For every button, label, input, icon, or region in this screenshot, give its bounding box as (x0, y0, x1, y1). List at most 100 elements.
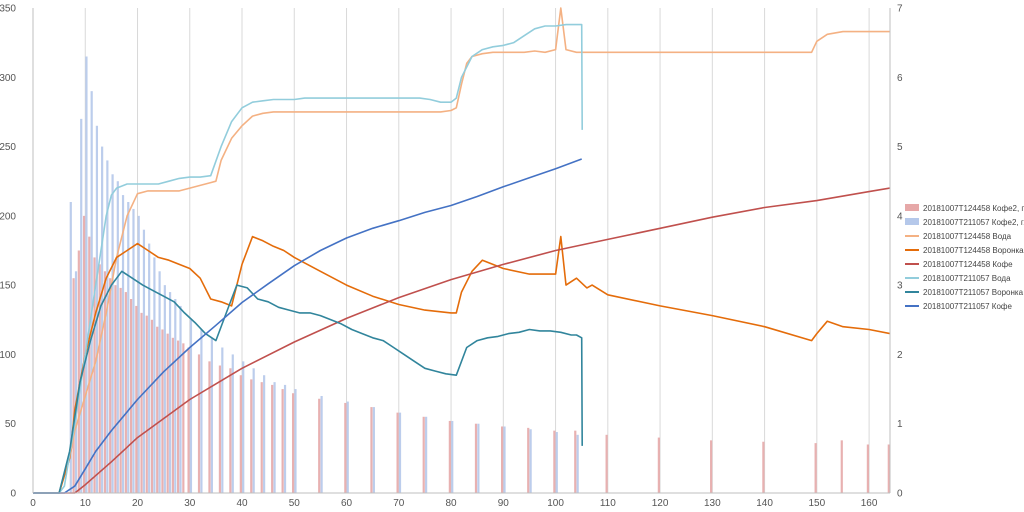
bar-s0-48 (814, 443, 817, 493)
axes (32, 8, 891, 494)
bar-s1-32 (294, 389, 297, 493)
x-tick-7: 70 (393, 498, 405, 509)
bar-s0-30 (271, 384, 274, 493)
bar-s1-31 (283, 384, 287, 493)
bar-s1-15 (148, 243, 151, 493)
legend-swatch-1 (905, 218, 919, 225)
bar-s0-41 (527, 427, 530, 493)
series-line-0 (33, 7, 890, 494)
x-tick-8: 80 (445, 498, 457, 509)
x-tick-0: 0 (30, 498, 36, 509)
bar-s1-22 (189, 319, 193, 493)
legend: 20181007T124458 Кофе2, г/с 20181007T21105… (905, 204, 1024, 311)
bar-s0-45 (657, 437, 660, 493)
x-axis-ticks: 0 10 20 30 40 50 60 70 80 90 100 110 120 130 140 150 160 (30, 498, 878, 509)
bar-s0-22 (187, 347, 190, 493)
bar-s1-11 (127, 202, 130, 493)
legend-entry-5: 20181007T211057 Вода (923, 274, 1011, 283)
bar-s1-0 (69, 202, 72, 493)
bar-s0-46 (710, 440, 713, 493)
bar-s1-28 (252, 368, 255, 493)
y-tick-left-0: 0 (10, 489, 16, 500)
series-line-1 (33, 235, 891, 494)
y-tick-right-1: 1 (897, 419, 903, 430)
bar-s0-18 (166, 333, 169, 493)
x-tick-12: 120 (652, 498, 669, 509)
bar-s1-26 (231, 354, 234, 493)
bar-s0-39 (474, 423, 478, 493)
bar-s1-14 (142, 229, 146, 493)
bar-s1-37 (425, 416, 428, 493)
bar-s0-26 (229, 368, 232, 493)
bar-s0-29 (260, 382, 263, 493)
bar-s0-4 (93, 257, 96, 493)
bar-s1-42 (555, 432, 558, 493)
bar-s0-40 (501, 426, 504, 493)
bar-s1-24 (210, 337, 213, 493)
bar-s1-35 (372, 407, 375, 493)
bar-s1-20 (174, 299, 177, 493)
bar-s1-39 (477, 423, 480, 493)
bar-s0-0 (72, 278, 75, 493)
bar-s0-5 (98, 264, 101, 493)
bar-s0-47 (762, 441, 765, 493)
x-tick-16: 160 (861, 498, 878, 509)
x-tick-9: 90 (498, 498, 510, 509)
bar-s1-2 (80, 118, 83, 493)
legend-entry-0: 20181007T124458 Кофе2, г/с (923, 204, 1024, 213)
bar-s0-13 (140, 312, 143, 493)
legend-entry-3: 20181007T124458 Воронка (923, 246, 1024, 255)
bar-s0-20 (177, 340, 180, 493)
y-tick-left-4: 200 (0, 211, 16, 222)
bar-s0-43 (574, 430, 577, 493)
bar-s0-10 (124, 292, 127, 493)
legend-entry-7: 20181007T211057 Кофе (923, 302, 1012, 311)
bar-s1-9 (116, 181, 119, 493)
bar-s0-21 (182, 343, 185, 493)
bar-s1-29 (263, 375, 266, 493)
bar-s0-35 (370, 407, 373, 493)
x-tick-4: 40 (236, 498, 248, 509)
bar-s0-9 (119, 287, 122, 493)
bar-s1-23 (200, 329, 203, 493)
bar-s0-34 (344, 402, 347, 493)
bar-s0-12 (135, 305, 138, 493)
bar-s0-8 (114, 285, 117, 493)
series-line-3 (33, 23, 584, 494)
y-axis-ticks-right: 0 1 2 3 4 5 6 7 (897, 4, 903, 500)
bar-s0-6 (103, 271, 107, 493)
x-tick-2: 20 (132, 498, 144, 509)
y-tick-right-5: 5 (897, 142, 903, 153)
bar-s0-33 (318, 398, 321, 493)
bar-s0-3 (88, 236, 91, 493)
x-tick-15: 150 (808, 498, 825, 509)
y-tick-right-6: 6 (897, 73, 903, 84)
series-line-5 (33, 158, 582, 494)
bar-s0-37 (422, 416, 425, 493)
bar-s0-50 (866, 444, 869, 493)
bar-s1-38 (451, 420, 454, 493)
y-tick-right-2: 2 (897, 350, 903, 361)
x-tick-14: 140 (756, 498, 773, 509)
bar-s1-18 (163, 285, 166, 493)
bar-s0-11 (129, 299, 133, 493)
y-tick-left-5: 250 (0, 142, 16, 153)
bar-s1-30 (273, 382, 276, 493)
grid-lines (32, 8, 870, 493)
y-axis-ticks-left: 0 50 100 150 200 250 300 350 (0, 4, 16, 500)
bar-s1-33 (320, 396, 323, 493)
bar-s0-7 (109, 278, 112, 493)
x-tick-10: 100 (547, 498, 564, 509)
bar-s0-14 (145, 315, 148, 493)
bar-s1-34 (346, 401, 349, 493)
bar-s1-8 (111, 174, 114, 494)
bar-s1-13 (137, 215, 140, 493)
bar-s0-1 (77, 250, 80, 493)
bar-s0-16 (156, 326, 159, 493)
bar-s1-21 (179, 305, 182, 493)
y-tick-left-7: 350 (0, 4, 16, 15)
bar-s1-17 (158, 271, 161, 493)
series-line-2 (33, 187, 891, 494)
legend-entry-6: 20181007T211057 Воронка (923, 288, 1024, 297)
